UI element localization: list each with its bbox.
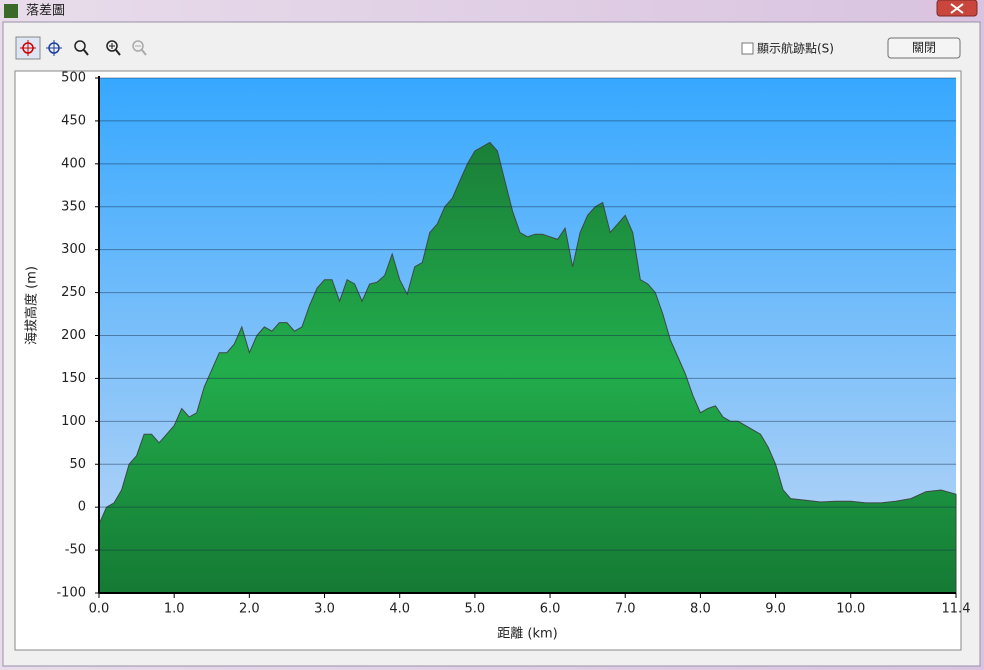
elevation-area [98,141,957,594]
x-tick-label: 6.0 [540,602,561,617]
x-tick-label: 7.0 [615,602,636,617]
checkbox-label[interactable]: 顯示航跡點(S) [757,41,834,56]
y-tick-label: 400 [61,156,86,171]
x-tick-label: 11.4 [942,602,971,617]
close-window[interactable] [936,0,978,17]
y-tick-label: 250 [61,285,86,300]
x-tick-label: 0.0 [89,602,110,617]
x-tick-label: 1.0 [164,602,185,617]
x-tick-label: 5.0 [465,602,486,617]
window-title: 落差圖 [26,4,65,19]
y-tick-label: -100 [56,586,86,601]
toolbar-icon-crosshair[interactable] [46,40,62,56]
x-tick-label: 9.0 [765,602,786,617]
x-tick-label: 4.0 [389,602,410,617]
y-axis-label: 海拔高度 (m) [24,266,40,345]
y-tick-label: 150 [61,371,86,386]
y-tick-label: 450 [61,113,86,128]
toolbar-icon-zoom-out[interactable] [132,40,147,56]
checkbox[interactable] [741,42,754,55]
y-tick-label: 350 [61,199,86,214]
x-tick-label: 2.0 [239,602,260,617]
x-tick-label: 10.0 [836,602,865,617]
toolbar-icon-zoom-in[interactable] [106,40,121,56]
y-tick-label: 100 [61,414,86,429]
y-tick-label: 200 [61,328,86,343]
close-button-label[interactable]: 關閉 [912,41,936,55]
y-tick-label: -50 [65,543,86,558]
x-axis-label: 距離 (km) [497,627,557,642]
toolbar-icon-zoom-box[interactable] [74,40,89,56]
y-tick-label: 50 [69,457,86,472]
app-icon [4,4,18,18]
y-tick-label: 500 [61,71,86,86]
x-tick-label: 3.0 [314,602,335,617]
chart: -100 -50 0 50 100 150 200 250 300 350 400 450 500 0.0… [24,71,971,642]
y-tick-label: 300 [61,242,86,257]
toolbar-icon-cursor[interactable] [15,36,41,60]
close-button[interactable] [887,37,961,59]
y-tick-label: 0 [78,500,86,515]
x-tick-label: 8.0 [690,602,711,617]
